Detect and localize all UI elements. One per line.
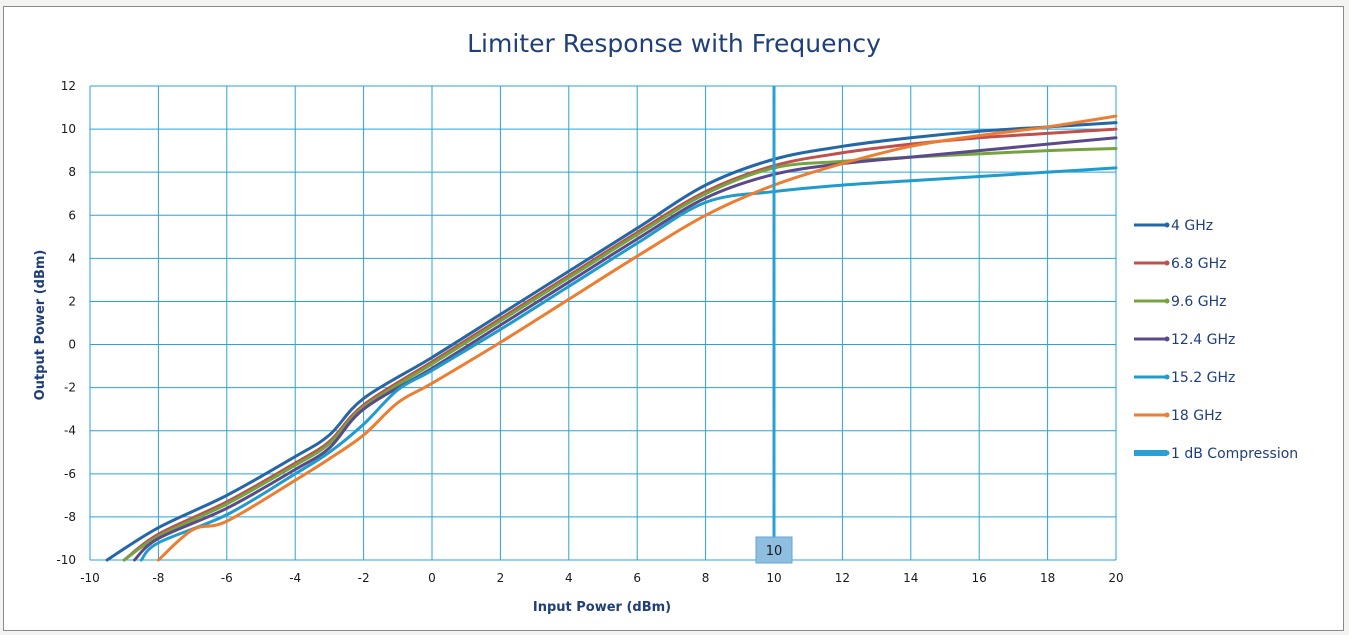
compression-label-box — [755, 536, 793, 564]
series-line-3 — [122, 146, 1118, 562]
legend-label: 6.8 GHz — [1171, 256, 1226, 272]
compression-label: 10 — [766, 544, 783, 559]
legend-swatch-dot — [1164, 222, 1170, 228]
legend-label: 1 dB Compression — [1171, 446, 1298, 462]
chart-title: Limiter Response with Frequency — [467, 29, 881, 58]
legend-swatch-dot — [1164, 412, 1170, 418]
y-tick-label: -4 — [64, 424, 76, 438]
series-line-1 — [105, 121, 1118, 562]
legend-label: 15.2 GHz — [1171, 370, 1235, 386]
y-tick-label: -2 — [64, 381, 76, 395]
x-tick-label: -8 — [152, 571, 164, 585]
y-tick-label: -10 — [56, 553, 76, 567]
tick-labels: -10 -8 -6 -4 -2 0 2 4 6 8 10 12 14 16 18 20 -10 -8 -6 -4 -2 0… — [56, 79, 1123, 585]
y-tick-label: 0 — [68, 338, 76, 352]
x-tick-label: 16 — [972, 571, 987, 585]
compression-marker: 10 — [755, 86, 793, 564]
legend-label: 9.6 GHz — [1171, 294, 1226, 310]
legend-label: 12.4 GHz — [1171, 332, 1235, 348]
x-tick-label: 0 — [428, 571, 436, 585]
x-tick-label: 10 — [766, 571, 781, 585]
legend-label: 18 GHz — [1171, 408, 1222, 424]
x-tick-label: 4 — [565, 571, 573, 585]
y-tick-label: -6 — [64, 467, 76, 481]
series-line-4 — [132, 136, 1118, 562]
y-tick-label: 6 — [68, 208, 76, 222]
y-tick-label: -8 — [64, 510, 76, 524]
x-tick-label: 14 — [903, 571, 918, 585]
legend-label: 4 GHz — [1171, 218, 1213, 234]
x-tick-label: 20 — [1108, 571, 1123, 585]
x-tick-label: 6 — [633, 571, 641, 585]
x-tick-label: -6 — [221, 571, 233, 585]
legend-swatch-dot — [1164, 336, 1170, 342]
legend-swatch-dot — [1164, 450, 1170, 456]
legend-swatch-dot — [1164, 374, 1170, 380]
series-layer — [105, 114, 1118, 562]
grid — [89, 85, 1117, 561]
y-tick-label: 2 — [68, 294, 76, 308]
legend-swatch-dot — [1164, 298, 1170, 304]
legend: 4 GHz 6.8 GHz 9.6 GHz 12.4 GHz 15.2 GHz 18 GH… — [1134, 218, 1298, 462]
x-tick-label: 18 — [1040, 571, 1055, 585]
y-tick-label: 12 — [61, 79, 76, 93]
x-tick-label: -2 — [358, 571, 370, 585]
chart-svg: Limiter Response with Frequency -10 -8 -6-… — [33, 29, 1298, 615]
y-tick-label: 10 — [61, 122, 76, 136]
y-tick-label: 8 — [68, 165, 76, 179]
x-axis-label: Input Power (dBm) — [533, 600, 671, 615]
x-tick-label: 8 — [702, 571, 710, 585]
x-tick-label: -4 — [289, 571, 301, 585]
y-tick-label: 4 — [68, 251, 76, 265]
series-line-6 — [156, 114, 1118, 562]
x-tick-label: 12 — [835, 571, 850, 585]
x-tick-label: 2 — [497, 571, 505, 585]
legend-swatch-dot — [1164, 260, 1170, 266]
x-tick-label: -10 — [80, 571, 100, 585]
series-line-5 — [139, 166, 1118, 562]
chart-frame: Limiter Response with Frequency -10 -8 -6-… — [3, 6, 1344, 631]
y-axis-label: Output Power (dBm) — [33, 250, 48, 401]
